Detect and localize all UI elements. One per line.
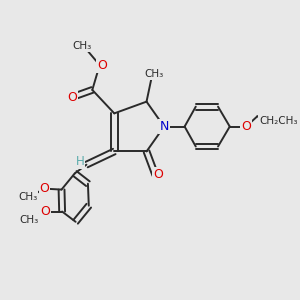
Text: CH₃: CH₃ bbox=[144, 69, 164, 79]
Text: O: O bbox=[153, 168, 163, 182]
Text: N: N bbox=[159, 120, 169, 133]
Text: CH₃: CH₃ bbox=[72, 41, 92, 51]
Text: O: O bbox=[40, 182, 50, 195]
Text: O: O bbox=[40, 205, 50, 218]
Text: O: O bbox=[241, 120, 251, 133]
Text: O: O bbox=[97, 58, 107, 71]
Text: O: O bbox=[67, 91, 77, 104]
Text: CH₃: CH₃ bbox=[19, 215, 38, 225]
Text: CH₂CH₃: CH₂CH₃ bbox=[259, 116, 298, 126]
Text: H: H bbox=[76, 155, 84, 168]
Text: CH₃: CH₃ bbox=[18, 192, 38, 202]
